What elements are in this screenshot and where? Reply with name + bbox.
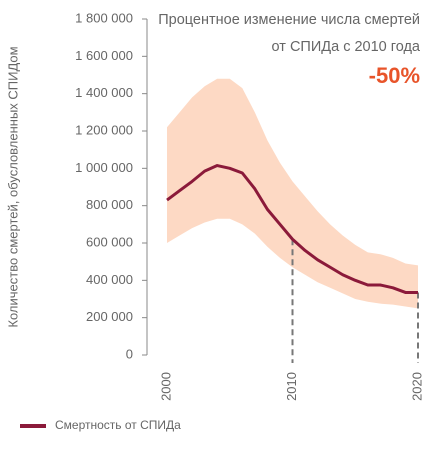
y-tick-label: 200 000 [86,309,133,324]
y-tick-label: 1 400 000 [75,85,133,100]
y-tick-label: 1 800 000 [75,10,133,25]
y-tick-label: 1 200 000 [75,122,133,137]
x-tick-label: 2000 [158,372,173,401]
y-tick-label: 600 000 [86,234,133,249]
y-tick-label: 1 600 000 [75,48,133,63]
legend-label: Смертность от СПИДа [55,418,181,432]
x-tick-label: 2020 [409,372,424,401]
line [166,164,418,294]
y-tick-label: 400 000 [86,272,133,287]
y-tick-label: 1 000 000 [75,160,133,175]
y-tick-label: 0 [126,346,133,361]
y-tick-label: 800 000 [86,197,133,212]
x-tick-label: 2010 [284,372,299,401]
y-axis-label: Количество смертей, обусловленных СПИДом [5,46,20,327]
confidence-band [167,78,418,309]
annotation-value: -50% [369,63,420,88]
annotation: Процентное изменение числа смертей от СПИ… [158,12,421,55]
